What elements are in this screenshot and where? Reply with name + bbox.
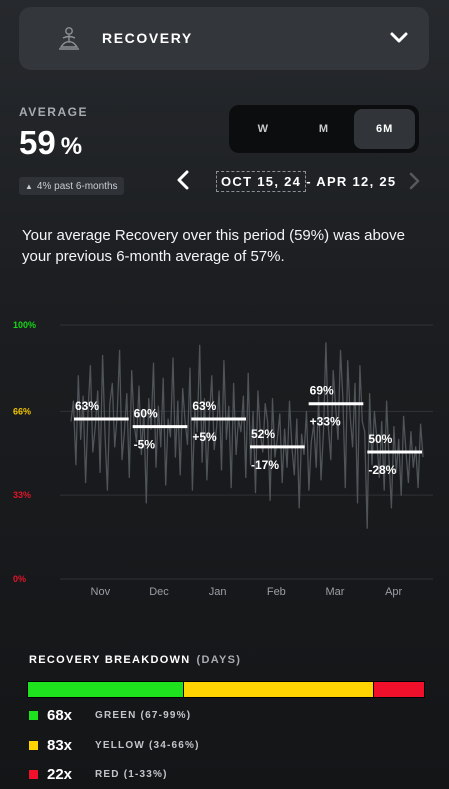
yellow-swatch — [29, 741, 38, 750]
breakdown-unit: (DAYS) — [196, 654, 242, 666]
y-tick-label: 33% — [13, 490, 31, 500]
monthly-change-label: -17% — [251, 458, 279, 472]
recovery-dropdown[interactable]: RECOVERY — [19, 7, 429, 70]
chevron-right-icon[interactable] — [407, 172, 421, 190]
breakdown-bar — [27, 681, 425, 698]
date-range-selected: 24 — [284, 173, 302, 189]
date-range: OCT 15, 24 - APR 12, 25 — [210, 170, 402, 192]
monthly-change-label: -28% — [368, 463, 396, 477]
red-segment — [373, 682, 424, 697]
x-tick-label: Mar — [326, 586, 345, 598]
summary-text: Your average Recovery over this period (… — [22, 227, 405, 265]
green-label: GREEN (67-99%) — [95, 710, 192, 721]
monthly-average-label: 63% — [192, 399, 216, 413]
monthly-average-label: 60% — [134, 407, 158, 421]
monthly-average-label: 63% — [75, 399, 99, 413]
triangle-up-icon: ▲ — [25, 181, 33, 191]
y-tick-label: 0% — [13, 574, 26, 584]
date-range-end: - APR 12, 25 — [306, 173, 397, 189]
monthly-average-label: 69% — [310, 384, 334, 398]
yellow-count: 83x — [47, 737, 73, 754]
x-tick-label: Jan — [209, 586, 227, 598]
average-number: 59 — [19, 124, 56, 161]
page-title: RECOVERY — [102, 30, 193, 46]
monthly-average-label: 52% — [251, 427, 275, 441]
period-option-m[interactable]: M — [318, 123, 330, 135]
monthly-average-label: 50% — [368, 432, 392, 446]
red-swatch — [29, 770, 38, 779]
average-label: AVERAGE — [19, 105, 88, 119]
x-tick-label: Feb — [267, 586, 286, 598]
trend-badge-text: 4% past 6-months — [36, 180, 118, 192]
x-tick-label: Nov — [91, 586, 111, 598]
red-count: 22x — [47, 766, 73, 783]
monthly-change-label: +5% — [192, 430, 217, 444]
green-count: 68x — [47, 707, 73, 724]
meditation-icon — [59, 27, 79, 50]
yellow-segment — [183, 682, 374, 697]
y-tick-label: 100% — [13, 320, 36, 330]
x-tick-label: Apr — [385, 586, 402, 598]
recovery-chart: 100% 66% 33% 0% Nov Dec Jan Feb Mar Apr 63% 60% -5% 6… — [13, 320, 433, 598]
period-selector: W M 6M — [229, 105, 419, 153]
breakdown-title-text: RECOVERY BREAKDOWN — [29, 654, 191, 666]
x-tick-label: Dec — [149, 586, 169, 598]
period-option-w[interactable]: W — [257, 123, 270, 135]
green-swatch — [29, 711, 38, 720]
average-unit: % — [60, 133, 83, 160]
y-tick-label: 66% — [13, 406, 31, 416]
date-range-start: OCT 15, — [221, 173, 285, 189]
chevron-down-icon[interactable] — [389, 29, 409, 47]
daily-recovery-line — [70, 342, 424, 529]
period-option-6m[interactable]: 6M — [354, 109, 416, 149]
average-value: 59% — [19, 124, 82, 162]
breakdown-title: RECOVERY BREAKDOWN (DAYS) — [29, 654, 241, 666]
green-segment — [28, 682, 184, 697]
red-label: RED (1-33%) — [95, 769, 168, 780]
monthly-change-label: +33% — [310, 415, 341, 429]
yellow-label: YELLOW (34-66%) — [95, 740, 200, 751]
chevron-left-icon[interactable] — [175, 170, 191, 190]
date-range-text[interactable]: OCT 15, 24 — [216, 170, 307, 192]
trend-badge: ▲ 4% past 6-months — [19, 177, 124, 195]
monthly-change-label: -5% — [134, 438, 156, 452]
